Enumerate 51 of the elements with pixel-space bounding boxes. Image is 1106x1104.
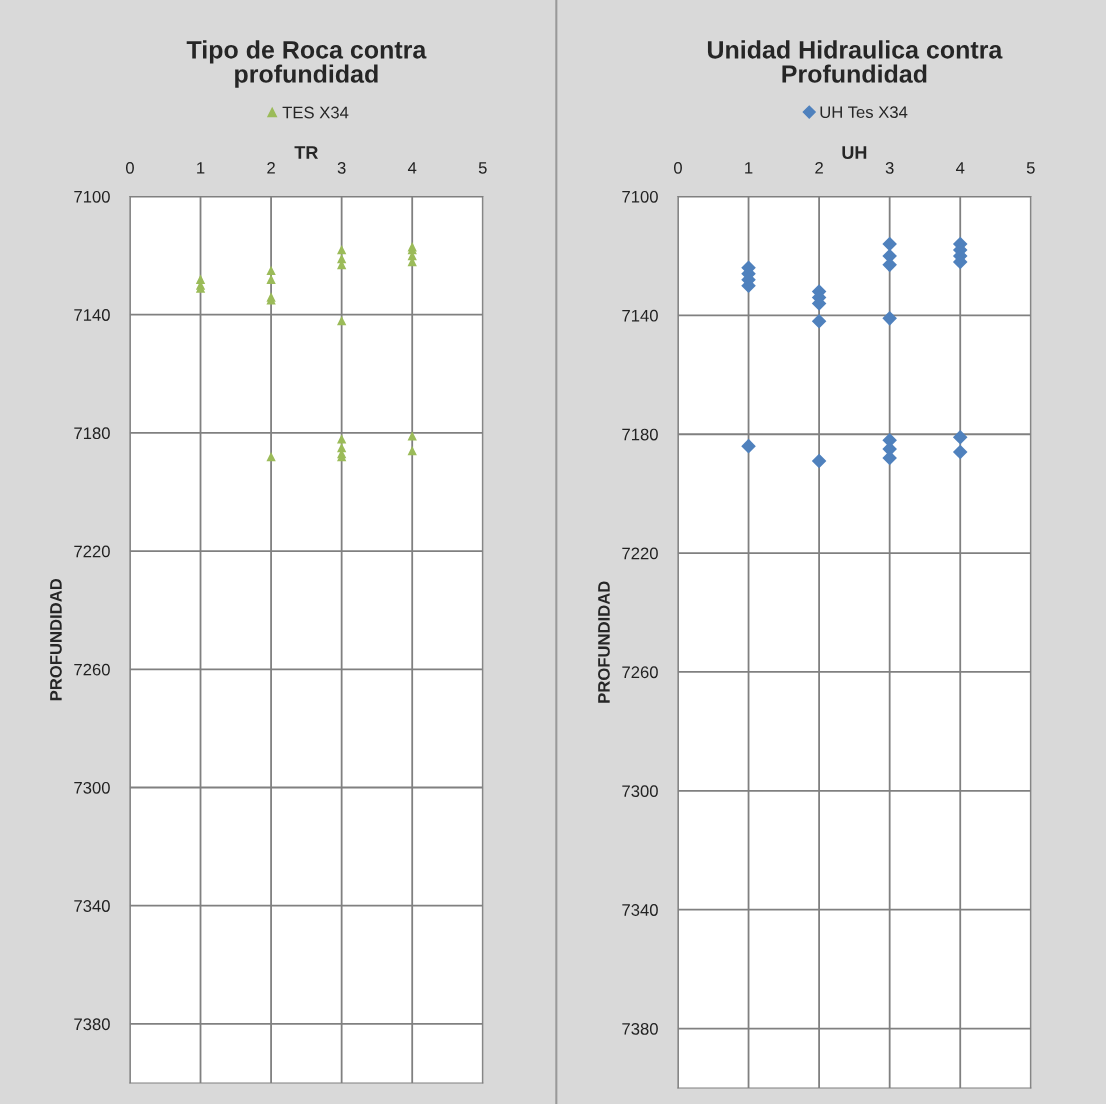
y-tick-label: 7340	[74, 900, 110, 912]
y-tick-label: 7260	[622, 666, 658, 679]
y-tick-label: 7220	[74, 545, 110, 558]
legend-label: TES X34	[282, 106, 349, 119]
y-tick-label: 7180	[622, 428, 658, 441]
x-tick-label: 3	[885, 161, 894, 174]
point	[336, 315, 347, 326]
x-tick-label: 4	[955, 162, 965, 174]
point	[952, 444, 968, 460]
y-tick-label: 7380	[622, 1022, 658, 1035]
x-tick-label: 2	[815, 161, 823, 174]
point	[882, 311, 897, 326]
x-tick-label: 3	[337, 161, 346, 174]
y-tick-label: 7300	[622, 785, 658, 798]
point	[811, 314, 827, 329]
chart-title: Unidad Hidraulica contra Profundidad	[707, 40, 1003, 83]
x-tick-label: 5	[478, 162, 487, 174]
y-axis-title: PROFUNDIDAD	[50, 578, 62, 701]
y-tick-label: 7180	[74, 427, 110, 440]
y-tick-label: 7300	[74, 781, 110, 794]
x-axis-title: TR	[294, 146, 319, 159]
y-tick-label: 7380	[74, 1018, 110, 1031]
x-tick-label: 1	[745, 162, 753, 174]
y-tick-label: 7340	[622, 904, 658, 916]
x-axis-title: UH	[842, 146, 867, 159]
point	[266, 274, 276, 284]
point	[266, 451, 276, 462]
x-tick-label: 0	[673, 161, 682, 174]
x-tick-label: 2	[267, 161, 275, 174]
y-tick-label: 7100	[74, 190, 110, 203]
y-tick-label: 7140	[622, 309, 658, 322]
point	[952, 429, 968, 445]
legend-label: UH Tes X34	[820, 106, 908, 119]
y-tick-label: 7140	[74, 309, 110, 321]
x-tick-label: 5	[1026, 162, 1035, 174]
x-tick-label: 1	[197, 162, 205, 174]
x-tick-label: 0	[125, 161, 134, 174]
y-tick-label: 7260	[74, 663, 110, 676]
point	[407, 431, 417, 441]
y-tick-label: 7220	[622, 547, 658, 560]
point	[266, 265, 276, 276]
point	[407, 445, 417, 456]
chart-title: Tipo de Roca contra profundidad	[186, 40, 427, 88]
point	[882, 236, 897, 252]
y-axis-title: PROFUNDIDAD	[598, 581, 610, 703]
x-tick-label: 4	[407, 162, 417, 174]
point	[336, 434, 347, 444]
point	[811, 453, 827, 469]
point	[741, 438, 756, 454]
point	[336, 245, 347, 255]
y-tick-label: 7100	[622, 190, 658, 203]
